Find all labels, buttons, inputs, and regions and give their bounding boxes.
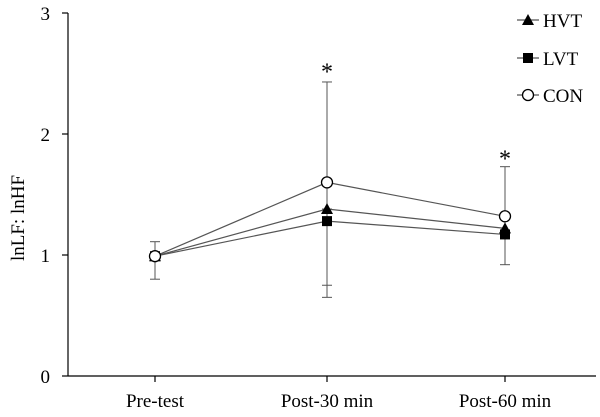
axes: 0 1 2 3 Pre-test Post-30 min Post-60 min — [41, 4, 596, 412]
y-tick-label: 2 — [41, 125, 51, 146]
y-tick-label: 1 — [41, 246, 51, 267]
annotations: ** — [321, 59, 511, 172]
legend-label-hvt: HVT — [543, 11, 582, 32]
legend-label-lvt: LVT — [543, 49, 579, 70]
legend-marker-lvt — [523, 53, 533, 63]
error-bars — [150, 81, 510, 298]
point-hvt — [321, 203, 333, 215]
x-tick-label: Post-60 min — [459, 391, 552, 412]
point-con — [148, 250, 162, 263]
y-axis-label: lnLF: lnHF — [8, 175, 29, 261]
legend: HVT LVT CON — [517, 11, 583, 107]
y-tick-label: 0 — [41, 367, 51, 388]
point-lvt — [322, 216, 332, 227]
legend-label-con: CON — [543, 86, 583, 107]
legend-marker-con — [521, 88, 535, 102]
legend-marker-hvt — [522, 14, 534, 25]
x-tick-label: Pre-test — [126, 391, 185, 412]
series-line-hvt — [154, 208, 506, 257]
point-con — [498, 210, 512, 223]
significance-asterisk: * — [499, 147, 511, 173]
significance-asterisk: * — [321, 59, 333, 85]
point-con — [320, 176, 334, 189]
series-markers — [148, 176, 512, 263]
y-tick-label: 3 — [41, 4, 51, 25]
x-tick-label: Post-30 min — [281, 391, 374, 412]
point-lvt — [500, 229, 510, 240]
series-line-lvt — [154, 220, 506, 257]
